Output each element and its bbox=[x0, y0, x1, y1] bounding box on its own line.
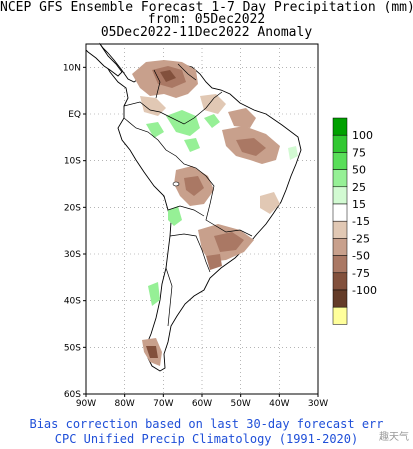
lon-tick-label: 70W bbox=[153, 399, 173, 409]
legend-swatch bbox=[332, 134, 348, 153]
lon-tick-label: 60W bbox=[192, 399, 212, 409]
longitude-labels: 90W 80W 70W 60W 50W 40W 30W bbox=[76, 394, 328, 409]
legend-label: -15 bbox=[352, 215, 370, 228]
legend-swatch bbox=[332, 289, 348, 308]
lat-tick-label: 40S bbox=[64, 297, 81, 307]
legend-label: 25 bbox=[352, 181, 366, 194]
lon-tick-label: 40W bbox=[269, 399, 289, 409]
map-title-line2: from: 05Dec2022 bbox=[147, 12, 266, 27]
legend-swatch bbox=[332, 238, 348, 256]
legend-swatch bbox=[332, 152, 348, 170]
lon-tick-label: 80W bbox=[114, 399, 134, 409]
lon-tick-label: 30W bbox=[308, 399, 328, 409]
legend-swatch bbox=[332, 220, 348, 239]
dry-anomaly-areas bbox=[132, 60, 280, 366]
lon-tick-label: 90W bbox=[76, 399, 96, 409]
legend-swatch bbox=[332, 186, 348, 205]
legend-swatch bbox=[332, 255, 348, 274]
wet-anomaly-areas bbox=[146, 110, 298, 306]
legend-swatch bbox=[332, 169, 348, 188]
central-america-land bbox=[85, 43, 123, 77]
latitude-labels: 10N EQ 10S 20S 30S 40S 50S 60S bbox=[63, 63, 86, 400]
footer-line2: CPC Unified Precip Climatology (1991-202… bbox=[54, 432, 359, 446]
legend-label: -75 bbox=[352, 267, 370, 280]
color-legend: 100 75 50 25 15 -15 -25 -50 -75 -100 bbox=[332, 117, 377, 325]
lat-tick-label: 60S bbox=[64, 390, 81, 400]
legend-label: 15 bbox=[352, 198, 366, 211]
lat-tick-label: 20S bbox=[64, 203, 81, 213]
legend-label: 50 bbox=[352, 164, 366, 177]
lat-tick-label: 10N bbox=[63, 63, 81, 73]
footer-line1: Bias correction based on last 30-day for… bbox=[29, 417, 384, 431]
lat-tick-label: 10S bbox=[64, 157, 81, 167]
legend-swatch bbox=[332, 306, 348, 325]
legend-label: 75 bbox=[352, 146, 366, 159]
lat-tick-label: 30S bbox=[64, 250, 81, 260]
legend-label: 100 bbox=[352, 129, 373, 142]
legend-label: -100 bbox=[352, 284, 377, 297]
country-borders bbox=[123, 63, 253, 327]
legend-swatch bbox=[332, 272, 348, 291]
legend-swatch bbox=[332, 117, 348, 136]
map-title-line1: NCEP GFS Ensemble Forecast 1-7 Day Preci… bbox=[0, 0, 413, 15]
map-title-line3: 05Dec2022-11Dec2022 Anomaly bbox=[100, 25, 313, 40]
lon-tick-label: 50W bbox=[230, 399, 250, 409]
legend-swatch bbox=[332, 203, 348, 222]
lat-tick-label: EQ bbox=[68, 110, 81, 120]
legend-label: -50 bbox=[352, 250, 370, 263]
watermark: 趣天气 bbox=[379, 432, 409, 443]
lake-titicaca bbox=[172, 181, 180, 187]
lat-tick-label: 50S bbox=[64, 343, 81, 353]
legend-label: -25 bbox=[352, 232, 370, 245]
